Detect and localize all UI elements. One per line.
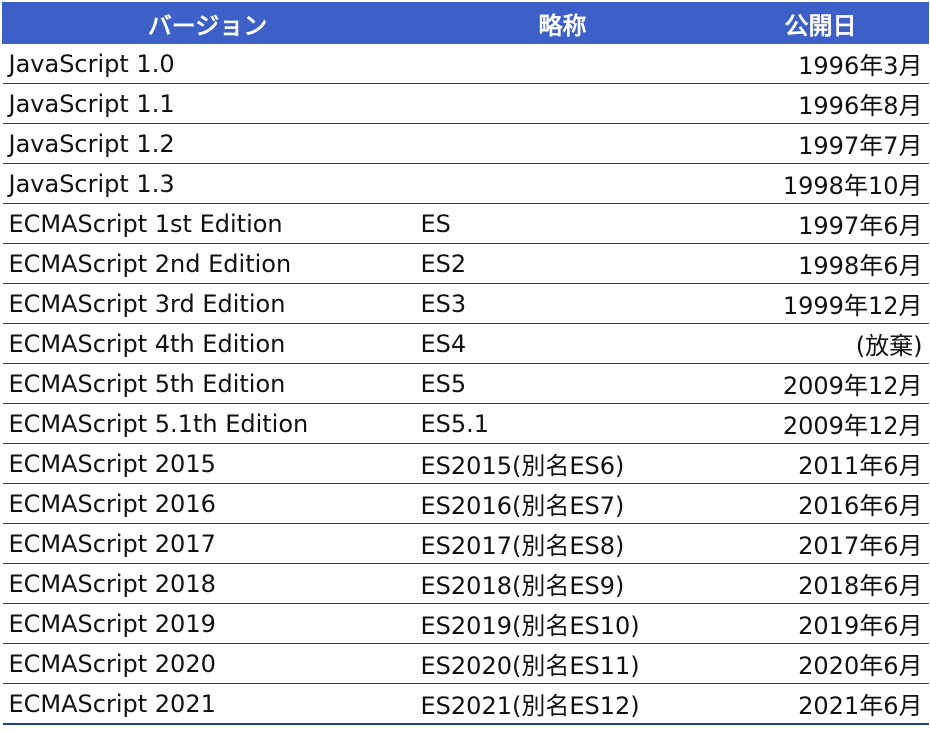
- table-row[interactable]: ECMAScript 2019 ES2019(別名ES10) 2019年6月: [2, 603, 929, 644]
- table-header: バージョン 略称 公開日: [2, 2, 929, 44]
- table-row[interactable]: ECMAScript 1st Edition ES 1997年6月: [2, 203, 929, 244]
- cell-release-date[interactable]: 2018年6月: [712, 563, 929, 604]
- cell-release-date[interactable]: 1996年8月: [712, 83, 929, 124]
- table-row[interactable]: ECMAScript 2018 ES2018(別名ES9) 2018年6月: [2, 563, 929, 604]
- column-header-version[interactable]: バージョン: [2, 2, 413, 44]
- cell-release-date[interactable]: 2009年12月: [712, 363, 929, 404]
- cell-version[interactable]: ECMAScript 2nd Edition: [2, 243, 413, 284]
- table-row[interactable]: ECMAScript 2020 ES2020(別名ES11) 2020年6月: [2, 643, 929, 684]
- cell-abbreviation[interactable]: [412, 43, 713, 84]
- cell-abbreviation[interactable]: [412, 123, 713, 164]
- table-body: JavaScript 1.0 1996年3月 JavaScript 1.1 1996年…: [2, 43, 929, 725]
- cell-abbreviation[interactable]: [412, 163, 713, 204]
- cell-abbreviation[interactable]: ES2018(別名ES9): [412, 563, 713, 604]
- column-header-abbreviation[interactable]: 略称: [412, 2, 713, 44]
- table-row[interactable]: JavaScript 1.2 1997年7月: [2, 123, 929, 164]
- cell-release-date[interactable]: 2016年6月: [712, 483, 929, 524]
- cell-abbreviation[interactable]: [412, 83, 713, 124]
- cell-abbreviation[interactable]: ES5.1: [412, 403, 713, 444]
- cell-release-date[interactable]: 1998年10月: [712, 163, 929, 204]
- cell-abbreviation[interactable]: ES2021(別名ES12): [412, 683, 713, 725]
- cell-abbreviation[interactable]: ES2020(別名ES11): [412, 643, 713, 684]
- cell-version[interactable]: ECMAScript 4th Edition: [2, 323, 413, 364]
- cell-version[interactable]: ECMAScript 2020: [2, 643, 413, 684]
- cell-version[interactable]: ECMAScript 2015: [2, 443, 413, 484]
- cell-version[interactable]: ECMAScript 3rd Edition: [2, 283, 413, 324]
- cell-release-date[interactable]: 2019年6月: [712, 603, 929, 644]
- cell-version[interactable]: ECMAScript 2016: [2, 483, 413, 524]
- cell-version[interactable]: JavaScript 1.3: [2, 163, 413, 204]
- table-row[interactable]: JavaScript 1.1 1996年8月: [2, 83, 929, 124]
- cell-abbreviation[interactable]: ES2017(別名ES8): [412, 523, 713, 564]
- cell-release-date[interactable]: 1996年3月: [712, 43, 929, 84]
- table-row[interactable]: ECMAScript 4th Edition ES4 (放棄): [2, 323, 929, 364]
- header-row: バージョン 略称 公開日: [2, 2, 929, 44]
- cell-release-date[interactable]: 1997年7月: [712, 123, 929, 164]
- cell-abbreviation[interactable]: ES4: [412, 323, 713, 364]
- cell-abbreviation[interactable]: ES5: [412, 363, 713, 404]
- cell-release-date[interactable]: 1998年6月: [712, 243, 929, 284]
- cell-release-date[interactable]: 2021年6月: [712, 683, 929, 725]
- table-row[interactable]: JavaScript 1.0 1996年3月: [2, 43, 929, 84]
- cell-abbreviation[interactable]: ES3: [412, 283, 713, 324]
- cell-abbreviation[interactable]: ES2: [412, 243, 713, 284]
- cell-release-date[interactable]: 2020年6月: [712, 643, 929, 684]
- table-row[interactable]: ECMAScript 2017 ES2017(別名ES8) 2017年6月: [2, 523, 929, 564]
- cell-version[interactable]: ECMAScript 2021: [2, 683, 413, 725]
- cell-version[interactable]: ECMAScript 2017: [2, 523, 413, 564]
- cell-release-date[interactable]: 2011年6月: [712, 443, 929, 484]
- cell-abbreviation[interactable]: ES: [412, 203, 713, 244]
- cell-abbreviation[interactable]: ES2015(別名ES6): [412, 443, 713, 484]
- cell-release-date[interactable]: 2017年6月: [712, 523, 929, 564]
- cell-abbreviation[interactable]: ES2019(別名ES10): [412, 603, 713, 644]
- table-row[interactable]: JavaScript 1.3 1998年10月: [2, 163, 929, 204]
- table-row[interactable]: ECMAScript 2015 ES2015(別名ES6) 2011年6月: [2, 443, 929, 484]
- table-row[interactable]: ECMAScript 2021 ES2021(別名ES12) 2021年6月: [2, 683, 929, 725]
- cell-version[interactable]: JavaScript 1.1: [2, 83, 413, 124]
- cell-version[interactable]: ECMAScript 5th Edition: [2, 363, 413, 404]
- cell-version[interactable]: ECMAScript 5.1th Edition: [2, 403, 413, 444]
- cell-release-date[interactable]: (放棄): [712, 323, 929, 364]
- cell-version[interactable]: JavaScript 1.0: [2, 43, 413, 84]
- cell-release-date[interactable]: 1999年12月: [712, 283, 929, 324]
- cell-release-date[interactable]: 1997年6月: [712, 203, 929, 244]
- table-row[interactable]: ECMAScript 5.1th Edition ES5.1 2009年12月: [2, 403, 929, 444]
- cell-version[interactable]: ECMAScript 2019: [2, 603, 413, 644]
- cell-version[interactable]: ECMAScript 2018: [2, 563, 413, 604]
- table-row[interactable]: ECMAScript 2nd Edition ES2 1998年6月: [2, 243, 929, 284]
- table-row[interactable]: ECMAScript 3rd Edition ES3 1999年12月: [2, 283, 929, 324]
- table-row[interactable]: ECMAScript 2016 ES2016(別名ES7) 2016年6月: [2, 483, 929, 524]
- column-header-release-date[interactable]: 公開日: [712, 2, 929, 44]
- cell-version[interactable]: JavaScript 1.2: [2, 123, 413, 164]
- cell-version[interactable]: ECMAScript 1st Edition: [2, 203, 413, 244]
- table-row[interactable]: ECMAScript 5th Edition ES5 2009年12月: [2, 363, 929, 404]
- cell-abbreviation[interactable]: ES2016(別名ES7): [412, 483, 713, 524]
- cell-release-date[interactable]: 2009年12月: [712, 403, 929, 444]
